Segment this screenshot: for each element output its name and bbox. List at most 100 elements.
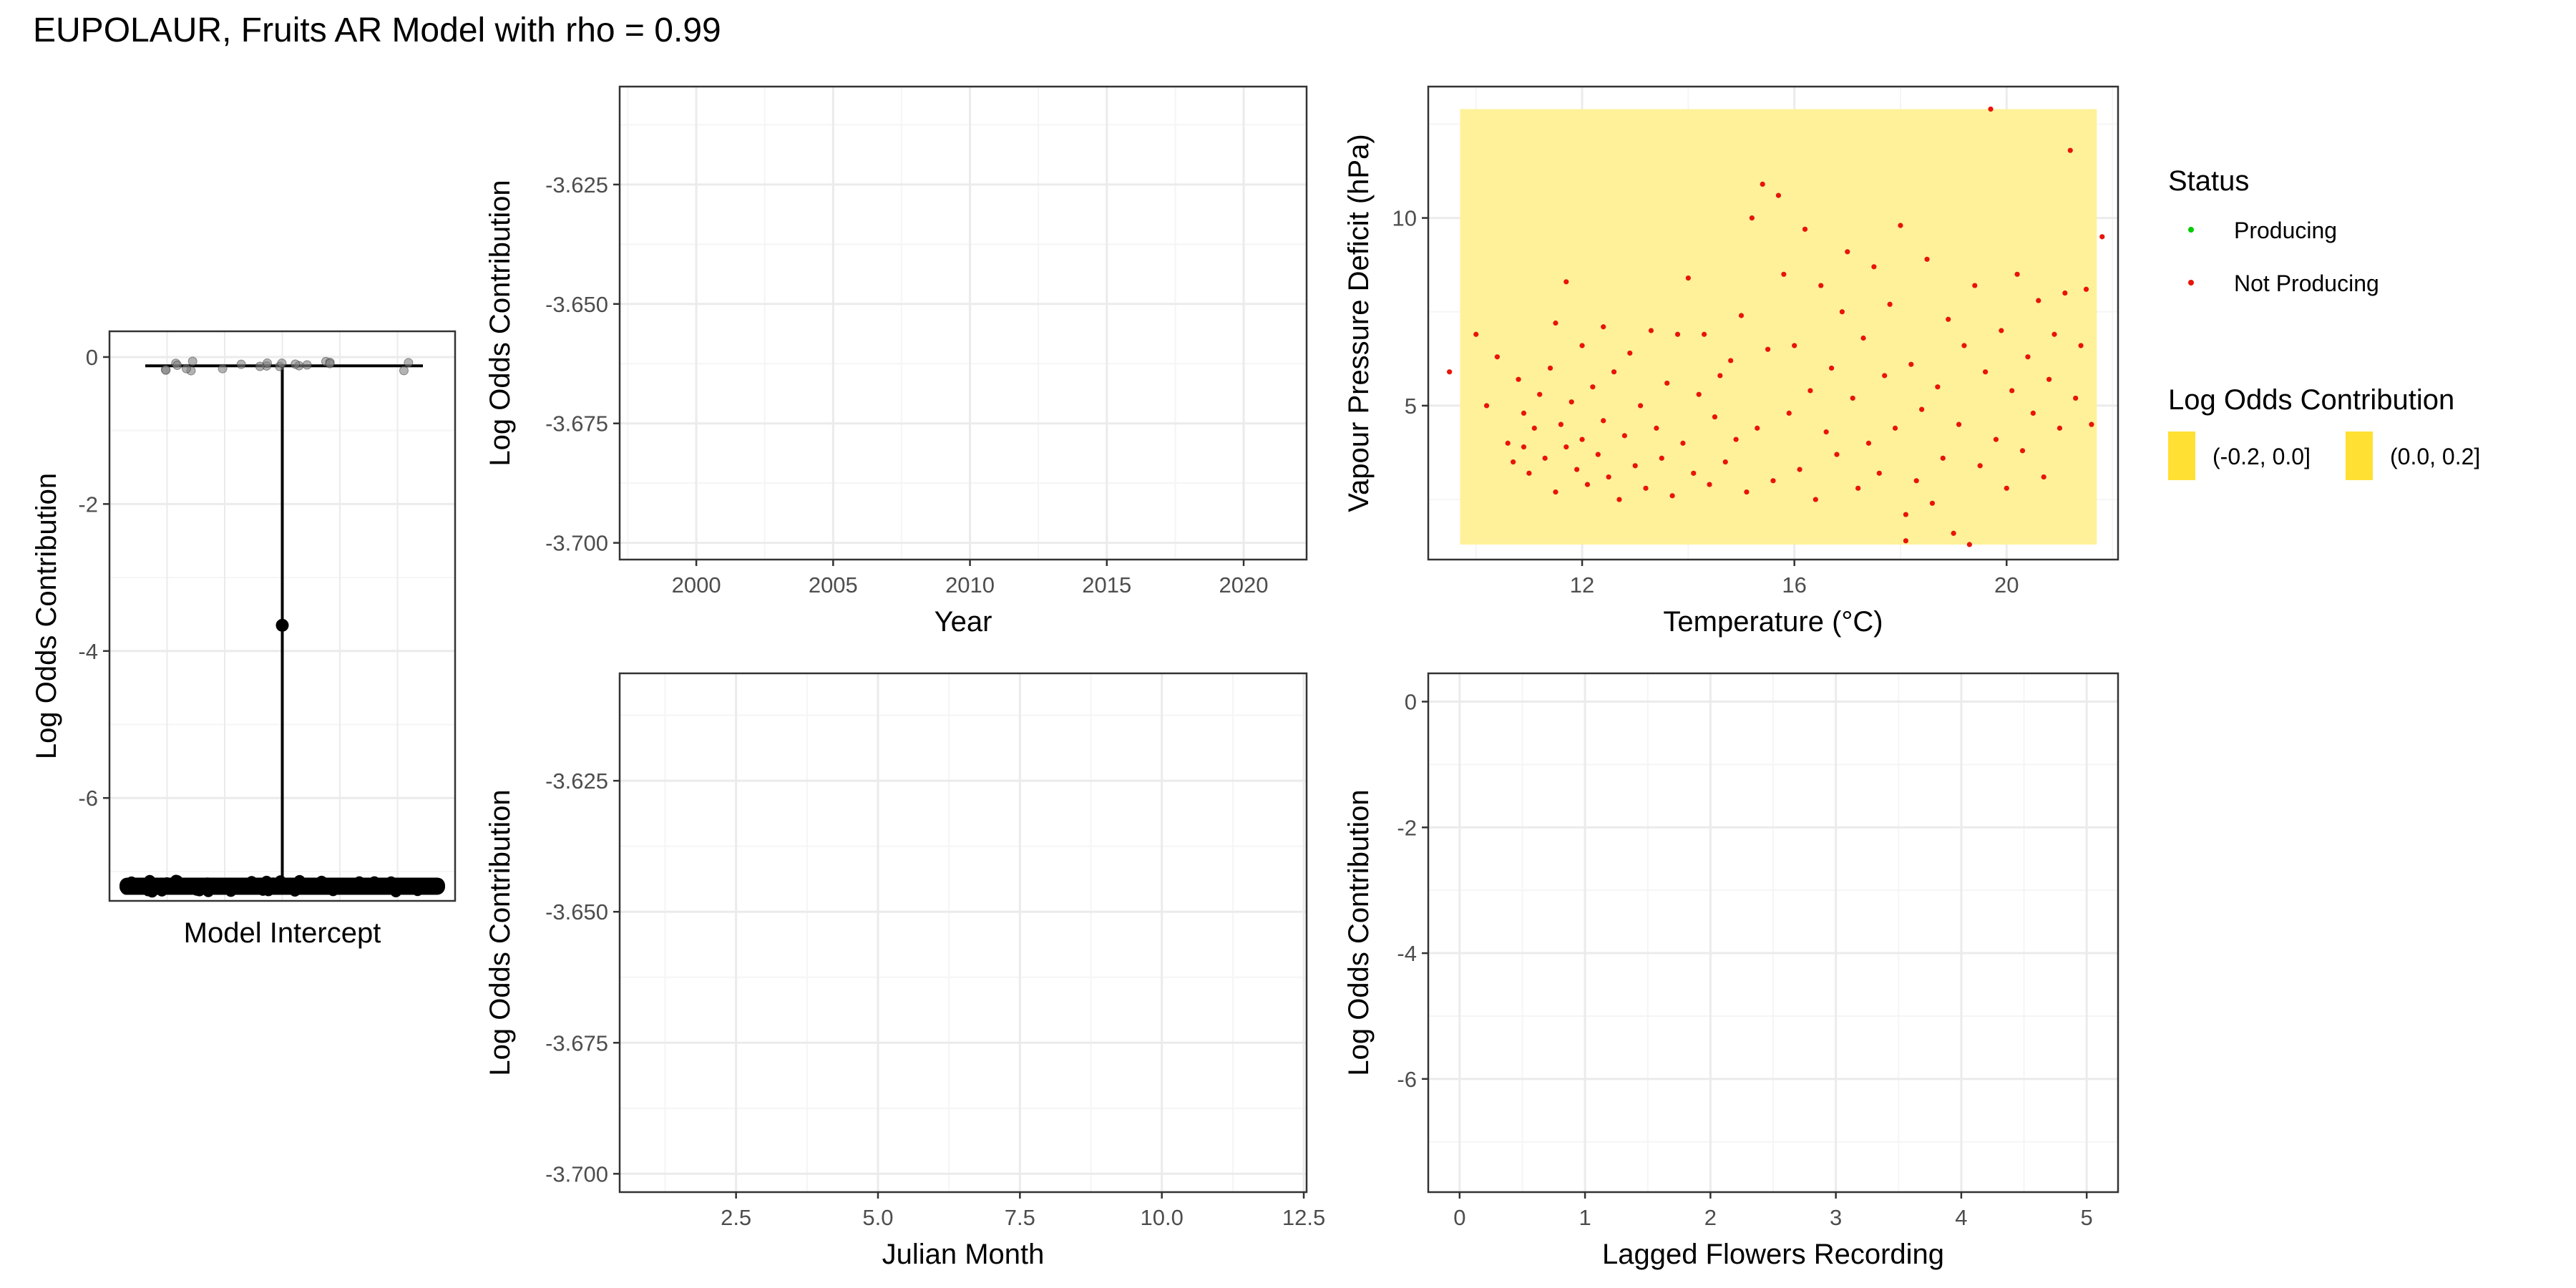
- data-point: [1834, 452, 1840, 457]
- data-point: [1473, 331, 1479, 337]
- figure-title: EUPOLAUR, Fruits AR Model with rho = 0.9…: [33, 11, 721, 49]
- panel-border: [618, 672, 1308, 1194]
- data-point: [2057, 425, 2063, 431]
- data-point: [1521, 444, 1527, 450]
- data-point: [1659, 455, 1664, 461]
- data-point: [302, 360, 312, 370]
- legend-contribution-label: (-0.2, 0.0]: [2212, 444, 2311, 469]
- legend-contribution-label: (0.0, 0.2]: [2390, 444, 2480, 469]
- data-point: [1584, 482, 1591, 487]
- data-point: [1972, 283, 1978, 288]
- data-point: [236, 359, 246, 369]
- data-point: [2067, 147, 2073, 153]
- x-tick-label: 0: [1453, 1205, 1465, 1230]
- data-point: [1966, 542, 1972, 547]
- x-tick-label: 12.5: [1282, 1205, 1325, 1230]
- data-point: [1579, 436, 1585, 442]
- y-axis-title: Log Odds Contribution: [1343, 789, 1375, 1075]
- data-point: [1606, 474, 1611, 480]
- data-point: [1601, 324, 1606, 330]
- data-point: [181, 364, 191, 374]
- data-point: [1871, 264, 1877, 270]
- x-tick-label: 2000: [672, 572, 721, 597]
- x-tick-label: 16: [1782, 572, 1806, 597]
- data-point: [1574, 467, 1580, 472]
- x-axis-title: Model Intercept: [184, 917, 381, 949]
- data-point: [1563, 279, 1569, 285]
- data-point: [1505, 440, 1511, 446]
- x-tick-label: 5: [2081, 1205, 2093, 1230]
- data-point: [2083, 286, 2089, 292]
- data-point: [345, 882, 357, 894]
- data-point: [1813, 497, 1818, 502]
- legend-item-label: Producing: [2234, 218, 2337, 243]
- data-point: [385, 876, 397, 888]
- data-point: [2099, 234, 2105, 240]
- data-point: [1908, 361, 1914, 367]
- y-tick-label: 0: [1405, 690, 1417, 715]
- x-axis-title: Lagged Flowers Recording: [1602, 1239, 1944, 1270]
- data-point: [1744, 489, 1750, 495]
- data-point: [245, 876, 258, 888]
- data-point: [1483, 403, 1490, 409]
- data-point: [1755, 425, 1760, 431]
- data-point: [1733, 436, 1739, 442]
- data-point: [1760, 181, 1765, 187]
- data-point: [1892, 425, 1898, 431]
- data-point: [262, 358, 272, 369]
- data-point: [1680, 440, 1686, 446]
- y-axis-title: Log Odds Contribution: [484, 180, 516, 466]
- data-point: [1654, 425, 1659, 431]
- panel-border: [618, 85, 1308, 561]
- y-tick-label: -6: [78, 786, 98, 811]
- data-point: [1786, 410, 1792, 416]
- data-point: [1887, 301, 1893, 307]
- legend-contribution-key: [2168, 431, 2195, 480]
- y-tick-label: -3.650: [545, 899, 608, 924]
- data-point: [1865, 440, 1872, 446]
- y-tick-label: -3.675: [545, 411, 608, 436]
- panel-vpd_temperature: 5 10 12 16 20 Temperature (°C) Vapour Pressure…: [1343, 85, 2119, 638]
- x-axis-title: Temperature (°C): [1663, 606, 1883, 638]
- data-point: [1903, 512, 1908, 517]
- summary-point: [275, 618, 289, 632]
- data-point: [2041, 474, 2046, 480]
- data-point: [1839, 309, 1845, 315]
- contribution-tile: [1460, 109, 2097, 545]
- data-point: [1802, 226, 1808, 232]
- panel-background: [620, 87, 1307, 560]
- legend-contribution-key: [2346, 431, 2373, 480]
- y-tick-label: -2: [1397, 815, 1417, 840]
- data-point: [187, 356, 197, 366]
- legend-key-producing: [2188, 227, 2194, 233]
- x-tick-label: 5.0: [862, 1205, 893, 1230]
- x-axis-title: Julian Month: [882, 1239, 1045, 1270]
- y-tick-label: -3.650: [545, 292, 608, 317]
- x-tick-label: 3: [1830, 1205, 1842, 1230]
- legend-item-label: Not Producing: [2234, 270, 2379, 296]
- data-point: [1983, 369, 1989, 375]
- data-point: [1595, 452, 1601, 457]
- data-point: [1537, 391, 1543, 397]
- data-point: [1521, 410, 1527, 416]
- y-tick-label: -3.700: [545, 531, 608, 556]
- data-point: [1940, 455, 1946, 461]
- x-tick-label: 7.5: [1005, 1205, 1035, 1230]
- data-point: [1993, 436, 1999, 442]
- data-point: [2030, 410, 2036, 416]
- panel-border: [1427, 85, 2119, 561]
- data-point: [203, 879, 215, 891]
- data-point: [1850, 395, 1855, 401]
- data-point: [1531, 425, 1537, 431]
- data-point: [2062, 290, 2068, 296]
- x-tick-label: 2: [1704, 1205, 1717, 1230]
- data-point: [1616, 497, 1622, 502]
- x-tick-label: 2020: [1219, 572, 1269, 597]
- data-point: [1702, 331, 1707, 337]
- y-tick-label: -3.625: [545, 769, 608, 794]
- y-tick-label: -4: [1397, 941, 1417, 966]
- data-point: [1999, 328, 2004, 333]
- data-point: [1494, 354, 1500, 360]
- data-point: [1526, 470, 1532, 476]
- data-point: [1568, 399, 1574, 405]
